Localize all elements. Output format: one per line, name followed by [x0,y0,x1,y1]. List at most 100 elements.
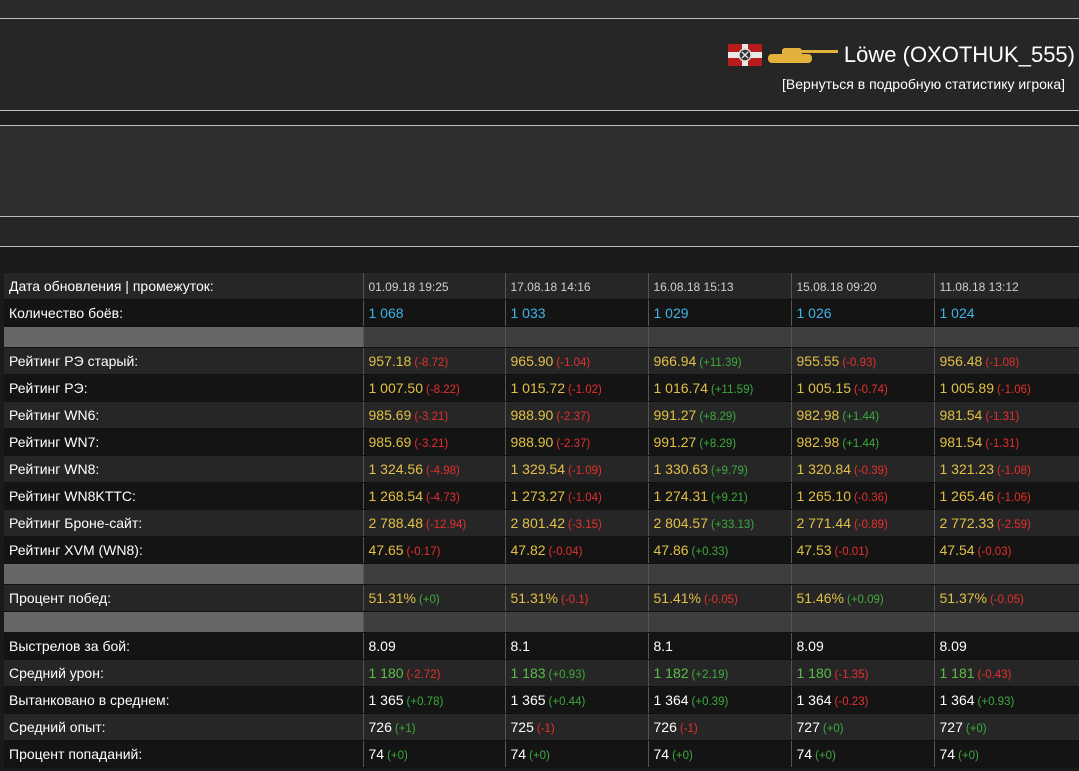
stat-cell: 1 321.23 (-1.08) [934,455,1079,483]
stat-value: 8.09 [796,638,824,654]
separator-cell [934,611,1079,633]
stat-value: 1 181 [939,665,975,681]
update-date: 16.08.18 15:13 [653,280,734,294]
stat-delta: (-0.89) [854,519,888,531]
stat-cell: 47.53 (-0.01) [791,536,935,564]
stat-cell: 1 364 (-0.23) [791,686,935,714]
stat-cell: 1 273.27 (-1.04) [505,482,649,510]
stat-row: Средний опыт: 726 (+1) 725 (-1) 726 (-1) 727 (+0… [4,713,1079,741]
stat-delta: (-0.23) [834,696,869,708]
stat-value: 965.90 [510,353,554,369]
stat-cell: 8.09 [791,632,935,660]
top-bar [0,0,1079,19]
stat-delta: (+1.44) [842,411,880,423]
stat-delta: (-1.08) [985,357,1020,369]
separator-cell [791,611,935,633]
stat-row: Рейтинг XVM (WN8): 47.65 (-0.17) 47.82 (-0.0… [4,536,1079,564]
stat-row: Процент побед: 51.31% (+0) 51.31% (-0.1) 51.4… [4,584,1079,612]
stat-cell: 1 007.50 (-8.22) [363,374,506,402]
stat-cell: 1 068 [363,299,506,327]
stat-cell: 1 274.31 (+9.21) [648,482,792,510]
stat-cell: 1 330.63 (+9.79) [648,455,792,483]
table-header-row: Дата обновления | промежуток: 01.09.18 19… [4,273,1079,300]
stat-value: 1 320.84 [796,461,852,477]
stat-delta: (+0.78) [406,696,444,708]
stat-cell: 955.55 (-0.93) [791,347,935,375]
stat-cell: 51.37% (-0.05) [934,584,1079,612]
separator-cell [363,326,506,348]
stat-cell: 1 015.72 (-1.02) [505,374,649,402]
stat-delta: (-2.59) [997,519,1031,531]
stat-value: 1 180 [796,665,832,681]
stat-cell: 47.65 (-0.17) [363,536,506,564]
stat-value: 74 [653,746,670,762]
stat-delta: (-2.37) [556,438,591,450]
row-label-text: Рейтинг WN7: [9,434,100,450]
stat-value: 1 273.27 [510,488,566,504]
row-label: Дата обновления | промежуток: [4,273,364,300]
stat-value: 1 265.10 [796,488,852,504]
row-label-text: Процент побед: [9,590,112,606]
row-label: Рейтинг РЭ: [4,374,364,402]
stat-delta: (+11.39) [699,357,742,369]
player-title: Löwe (OXOTHUK_555) [727,40,1075,70]
stat-cell: 966.94 (+11.39) [648,347,792,375]
stat-cell: 1 005.15 (-0.74) [791,374,935,402]
stat-row: Процент попаданий: 74 (+0) 74 (+0) 74 (+0) 74 (+… [4,740,1079,768]
stat-delta: (-2.37) [556,411,591,423]
stat-cell: 991.27 (+8.29) [648,401,792,429]
stat-cell: 988.90 (-2.37) [505,401,649,429]
stat-delta: (+0) [822,723,844,735]
stat-delta: (-1.02) [568,384,602,396]
stat-delta: (-0.1) [560,594,589,606]
stat-delta: (-1.35) [834,669,869,681]
stat-value: 2 804.57 [653,515,709,531]
stat-value: 1 364 [796,692,832,708]
stat-delta: (-0.39) [854,465,888,477]
stat-value: 47.53 [796,542,832,558]
row-label-text: Рейтинг XVM (WN8): [9,542,143,558]
stat-cell: 1 029 [648,299,792,327]
date-cell: 16.08.18 15:13 [648,273,792,300]
section-separator [4,611,1079,633]
stat-delta: (+0) [958,750,979,762]
stat-cell: 988.90 (-2.37) [505,428,649,456]
stat-value: 1 324.56 [368,461,424,477]
stat-value: 985.69 [368,407,412,423]
row-label-text: Процент попаданий: [9,746,143,762]
separator-cell [4,326,364,348]
stat-delta: (-1.31) [985,411,1020,423]
stat-cell: 2 771.44 (-0.89) [791,509,935,537]
stat-value: 1 321.23 [939,461,995,477]
stats-history-table: Дата обновления | промежуток: 01.09.18 19… [4,273,1079,768]
stat-delta: (+0) [965,723,987,735]
stat-value: 8.1 [653,638,673,654]
stat-delta: (-0.36) [854,492,888,504]
stat-cell: 725 (-1) [505,713,649,741]
tank-icon [766,44,838,66]
stat-value: 8.09 [368,638,396,654]
stat-cell: 51.31% (-0.1) [505,584,649,612]
stat-value: 727 [939,719,963,735]
stat-value: 1 005.89 [939,380,995,396]
battles-count: 1 029 [653,305,689,321]
stat-cell: 957.18 (-8.72) [363,347,506,375]
date-cell: 15.08.18 09:20 [791,273,935,300]
date-cell: 17.08.18 14:16 [505,273,649,300]
back-to-stats-link[interactable]: [Вернуться в подробную статистику игрока… [782,76,1065,92]
stat-cell: 727 (+0) [934,713,1079,741]
stat-value: 988.90 [510,434,554,450]
stat-delta: (-0.05) [703,594,738,606]
stat-value: 74 [368,746,385,762]
stat-delta: (+8.29) [699,438,737,450]
separator-cell [791,326,935,348]
stat-delta: (-8.72) [414,357,449,369]
empty-band [0,126,1079,217]
stat-delta: (+1) [394,723,416,735]
stat-cell: 965.90 (-1.04) [505,347,649,375]
separator-cell [934,563,1079,585]
stat-value: 47.65 [368,542,404,558]
row-label-text: Рейтинг РЭ: [9,380,88,396]
stat-value: 2 801.42 [510,515,566,531]
stat-cell: 74 (+0) [791,740,935,768]
